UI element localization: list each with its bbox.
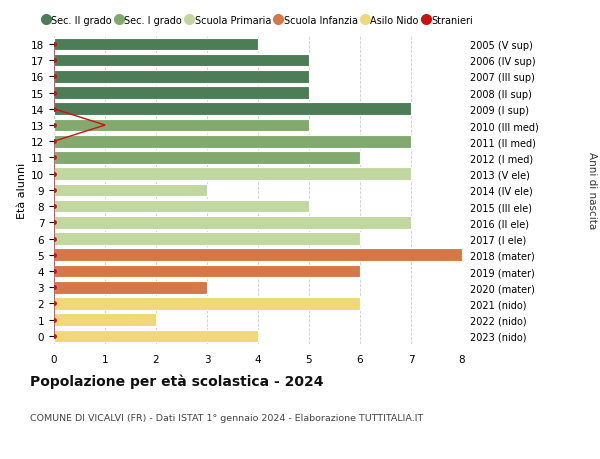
Bar xyxy=(54,135,411,148)
Text: COMUNE DI VICALVI (FR) - Dati ISTAT 1° gennaio 2024 - Elaborazione TUTTITALIA.IT: COMUNE DI VICALVI (FR) - Dati ISTAT 1° g… xyxy=(30,413,423,422)
Bar xyxy=(54,217,411,229)
Bar xyxy=(54,119,309,132)
Text: Anni di nascita: Anni di nascita xyxy=(587,152,597,229)
Bar xyxy=(54,39,258,51)
Bar xyxy=(54,168,411,180)
Bar xyxy=(54,233,360,246)
Bar xyxy=(54,103,411,116)
Bar xyxy=(54,330,258,342)
Bar xyxy=(54,55,309,67)
Bar xyxy=(54,152,360,164)
Text: Popolazione per età scolastica - 2024: Popolazione per età scolastica - 2024 xyxy=(30,374,323,389)
Bar xyxy=(54,297,360,310)
Bar xyxy=(54,87,309,100)
Bar xyxy=(54,265,360,278)
Bar xyxy=(54,281,207,294)
Bar xyxy=(54,201,309,213)
Bar xyxy=(54,184,207,197)
Bar xyxy=(54,71,309,84)
Bar xyxy=(54,313,156,326)
Bar xyxy=(54,249,462,262)
Legend: Sec. II grado, Sec. I grado, Scuola Primaria, Scuola Infanzia, Asilo Nido, Stran: Sec. II grado, Sec. I grado, Scuola Prim… xyxy=(43,16,473,26)
Y-axis label: Età alunni: Età alunni xyxy=(17,162,27,218)
